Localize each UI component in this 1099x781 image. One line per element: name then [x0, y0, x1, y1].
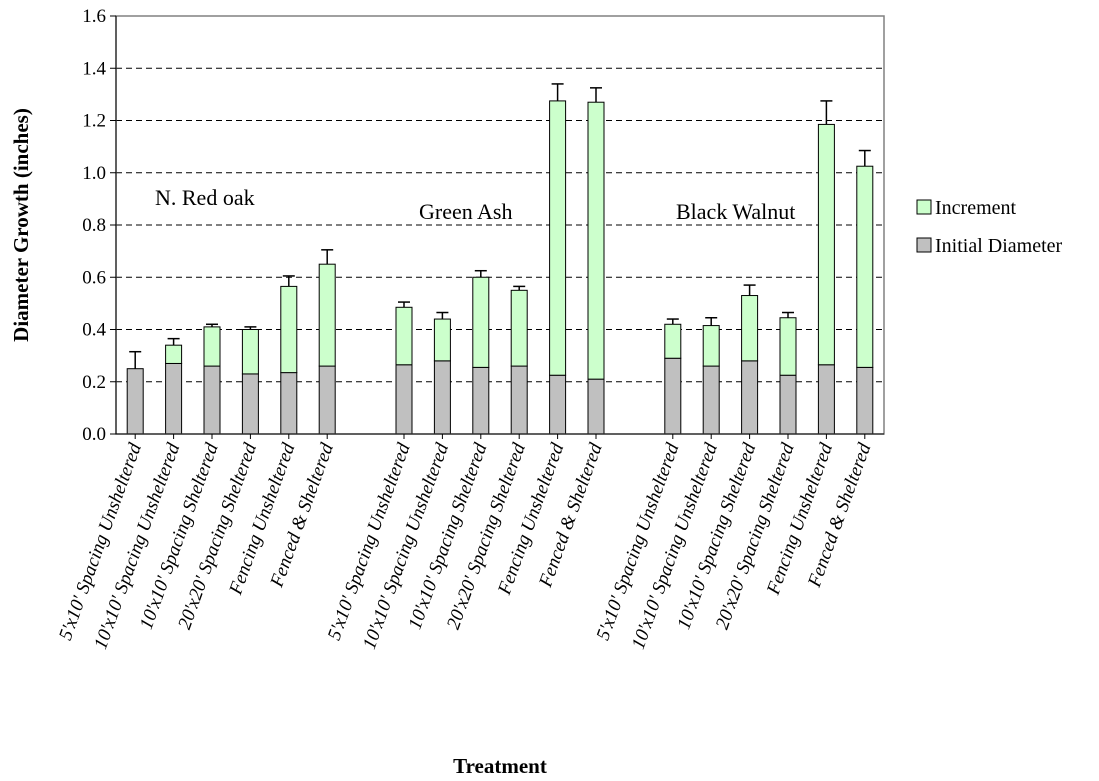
bar-initial-diameter — [241, 373, 259, 435]
group-labels: N. Red oak Green Ash Black Walnut — [155, 185, 795, 224]
x-axis-title: Treatment — [453, 754, 547, 778]
bar-increment — [510, 289, 528, 367]
y-tick-label: 1.0 — [82, 163, 106, 184]
bar-initial-diameter — [587, 378, 605, 435]
bar-increment — [165, 344, 183, 364]
bar-increment — [702, 325, 720, 367]
bar-initial-diameter — [203, 365, 221, 435]
y-tick-label: 0.6 — [82, 267, 106, 288]
bar-increment — [203, 326, 221, 367]
bar-initial-diameter — [472, 366, 490, 435]
y-axis: 0.0 0.2 0.4 0.6 0.8 1.0 1.2 1.4 1.6 — [82, 6, 116, 445]
group-label: Green Ash — [419, 199, 512, 224]
bar-initial-diameter — [280, 372, 298, 435]
bar-initial-diameter — [856, 366, 874, 435]
legend-swatch-initial-diameter — [916, 237, 932, 253]
bar-initial-diameter — [664, 357, 682, 435]
bar-increment — [741, 295, 759, 362]
legend: Increment Initial Diameter — [916, 197, 1063, 257]
bar-increment — [395, 306, 413, 366]
bar-initial-diameter — [395, 364, 413, 435]
bar-increment — [779, 317, 797, 376]
y-tick-label: 0.4 — [82, 320, 106, 341]
gridlines — [116, 67, 884, 383]
bar-increment — [856, 165, 874, 368]
bar-initial-diameter — [779, 374, 797, 435]
bar-initial-diameter — [318, 365, 336, 435]
y-tick-label: 1.4 — [82, 58, 106, 79]
bar-increment — [280, 285, 298, 374]
bars — [126, 83, 874, 435]
y-tick-label: 1.6 — [82, 6, 106, 27]
bar-increment — [817, 123, 835, 366]
legend-label-initial-diameter: Initial Diameter — [935, 235, 1063, 257]
bar-increment — [587, 101, 605, 380]
bar-increment — [472, 276, 490, 368]
bar-initial-diameter — [817, 364, 835, 435]
legend-swatch-increment — [916, 199, 932, 215]
y-tick-label: 1.2 — [82, 111, 106, 132]
bar-increment — [318, 263, 336, 367]
bar-initial-diameter — [510, 365, 528, 435]
bar-initial-diameter — [702, 365, 720, 435]
bar-initial-diameter — [126, 368, 144, 435]
group-label: Black Walnut — [676, 199, 795, 224]
bar-increment — [241, 329, 259, 375]
y-tick-label: 0.8 — [82, 215, 106, 236]
bar-initial-diameter — [433, 360, 451, 435]
y-tick-label: 0.0 — [82, 424, 106, 445]
bar-initial-diameter — [549, 374, 567, 435]
bar-increment — [664, 323, 682, 359]
legend-label-increment: Increment — [935, 197, 1017, 219]
y-axis-title: Diameter Growth (inches) — [9, 108, 33, 342]
bar-increment — [549, 100, 567, 376]
bar-increment — [433, 318, 451, 362]
bar-initial-diameter — [165, 362, 183, 435]
bar-initial-diameter — [741, 360, 759, 435]
group-label: N. Red oak — [155, 185, 255, 210]
y-tick-label: 0.2 — [82, 372, 106, 393]
